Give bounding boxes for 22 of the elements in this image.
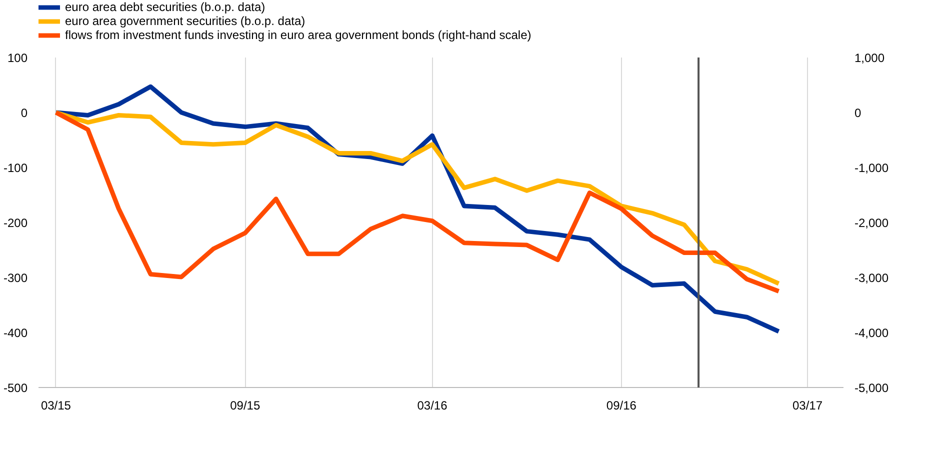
- y2-tick-label: -2,000: [854, 216, 889, 230]
- y2-tick-label: -1,000: [854, 161, 889, 175]
- x-tick-label: 03/16: [417, 398, 448, 412]
- y-tick-label: -500: [3, 381, 28, 395]
- y2-tick-label: 0: [854, 106, 862, 120]
- y-tick-label: 0: [20, 106, 28, 120]
- x-tick-label: 03/17: [792, 398, 823, 412]
- y-tick-label: -400: [3, 326, 28, 340]
- x-tick-label: 09/15: [230, 398, 260, 412]
- legend-label: euro area debt securities (b.o.p. data): [65, 0, 266, 14]
- y2-tick-label: 1,000: [854, 51, 885, 65]
- x-tick-label: 09/16: [606, 398, 637, 412]
- y-tick-label: -100: [3, 161, 28, 175]
- y2-tick-label: -3,000: [854, 271, 889, 285]
- y-tick-label: -300: [3, 271, 28, 285]
- y-tick-label: -200: [3, 216, 28, 230]
- y2-tick-label: -5,000: [854, 381, 889, 395]
- y-tick-label: 100: [7, 51, 28, 65]
- y2-tick-label: -4,000: [854, 326, 889, 340]
- legend-label: euro area government securities (b.o.p. data): [65, 14, 306, 28]
- x-tick-label: 03/15: [40, 398, 72, 412]
- legend-label: flows from investment funds investing in euro area government bonds (right-hand scale): [65, 28, 532, 42]
